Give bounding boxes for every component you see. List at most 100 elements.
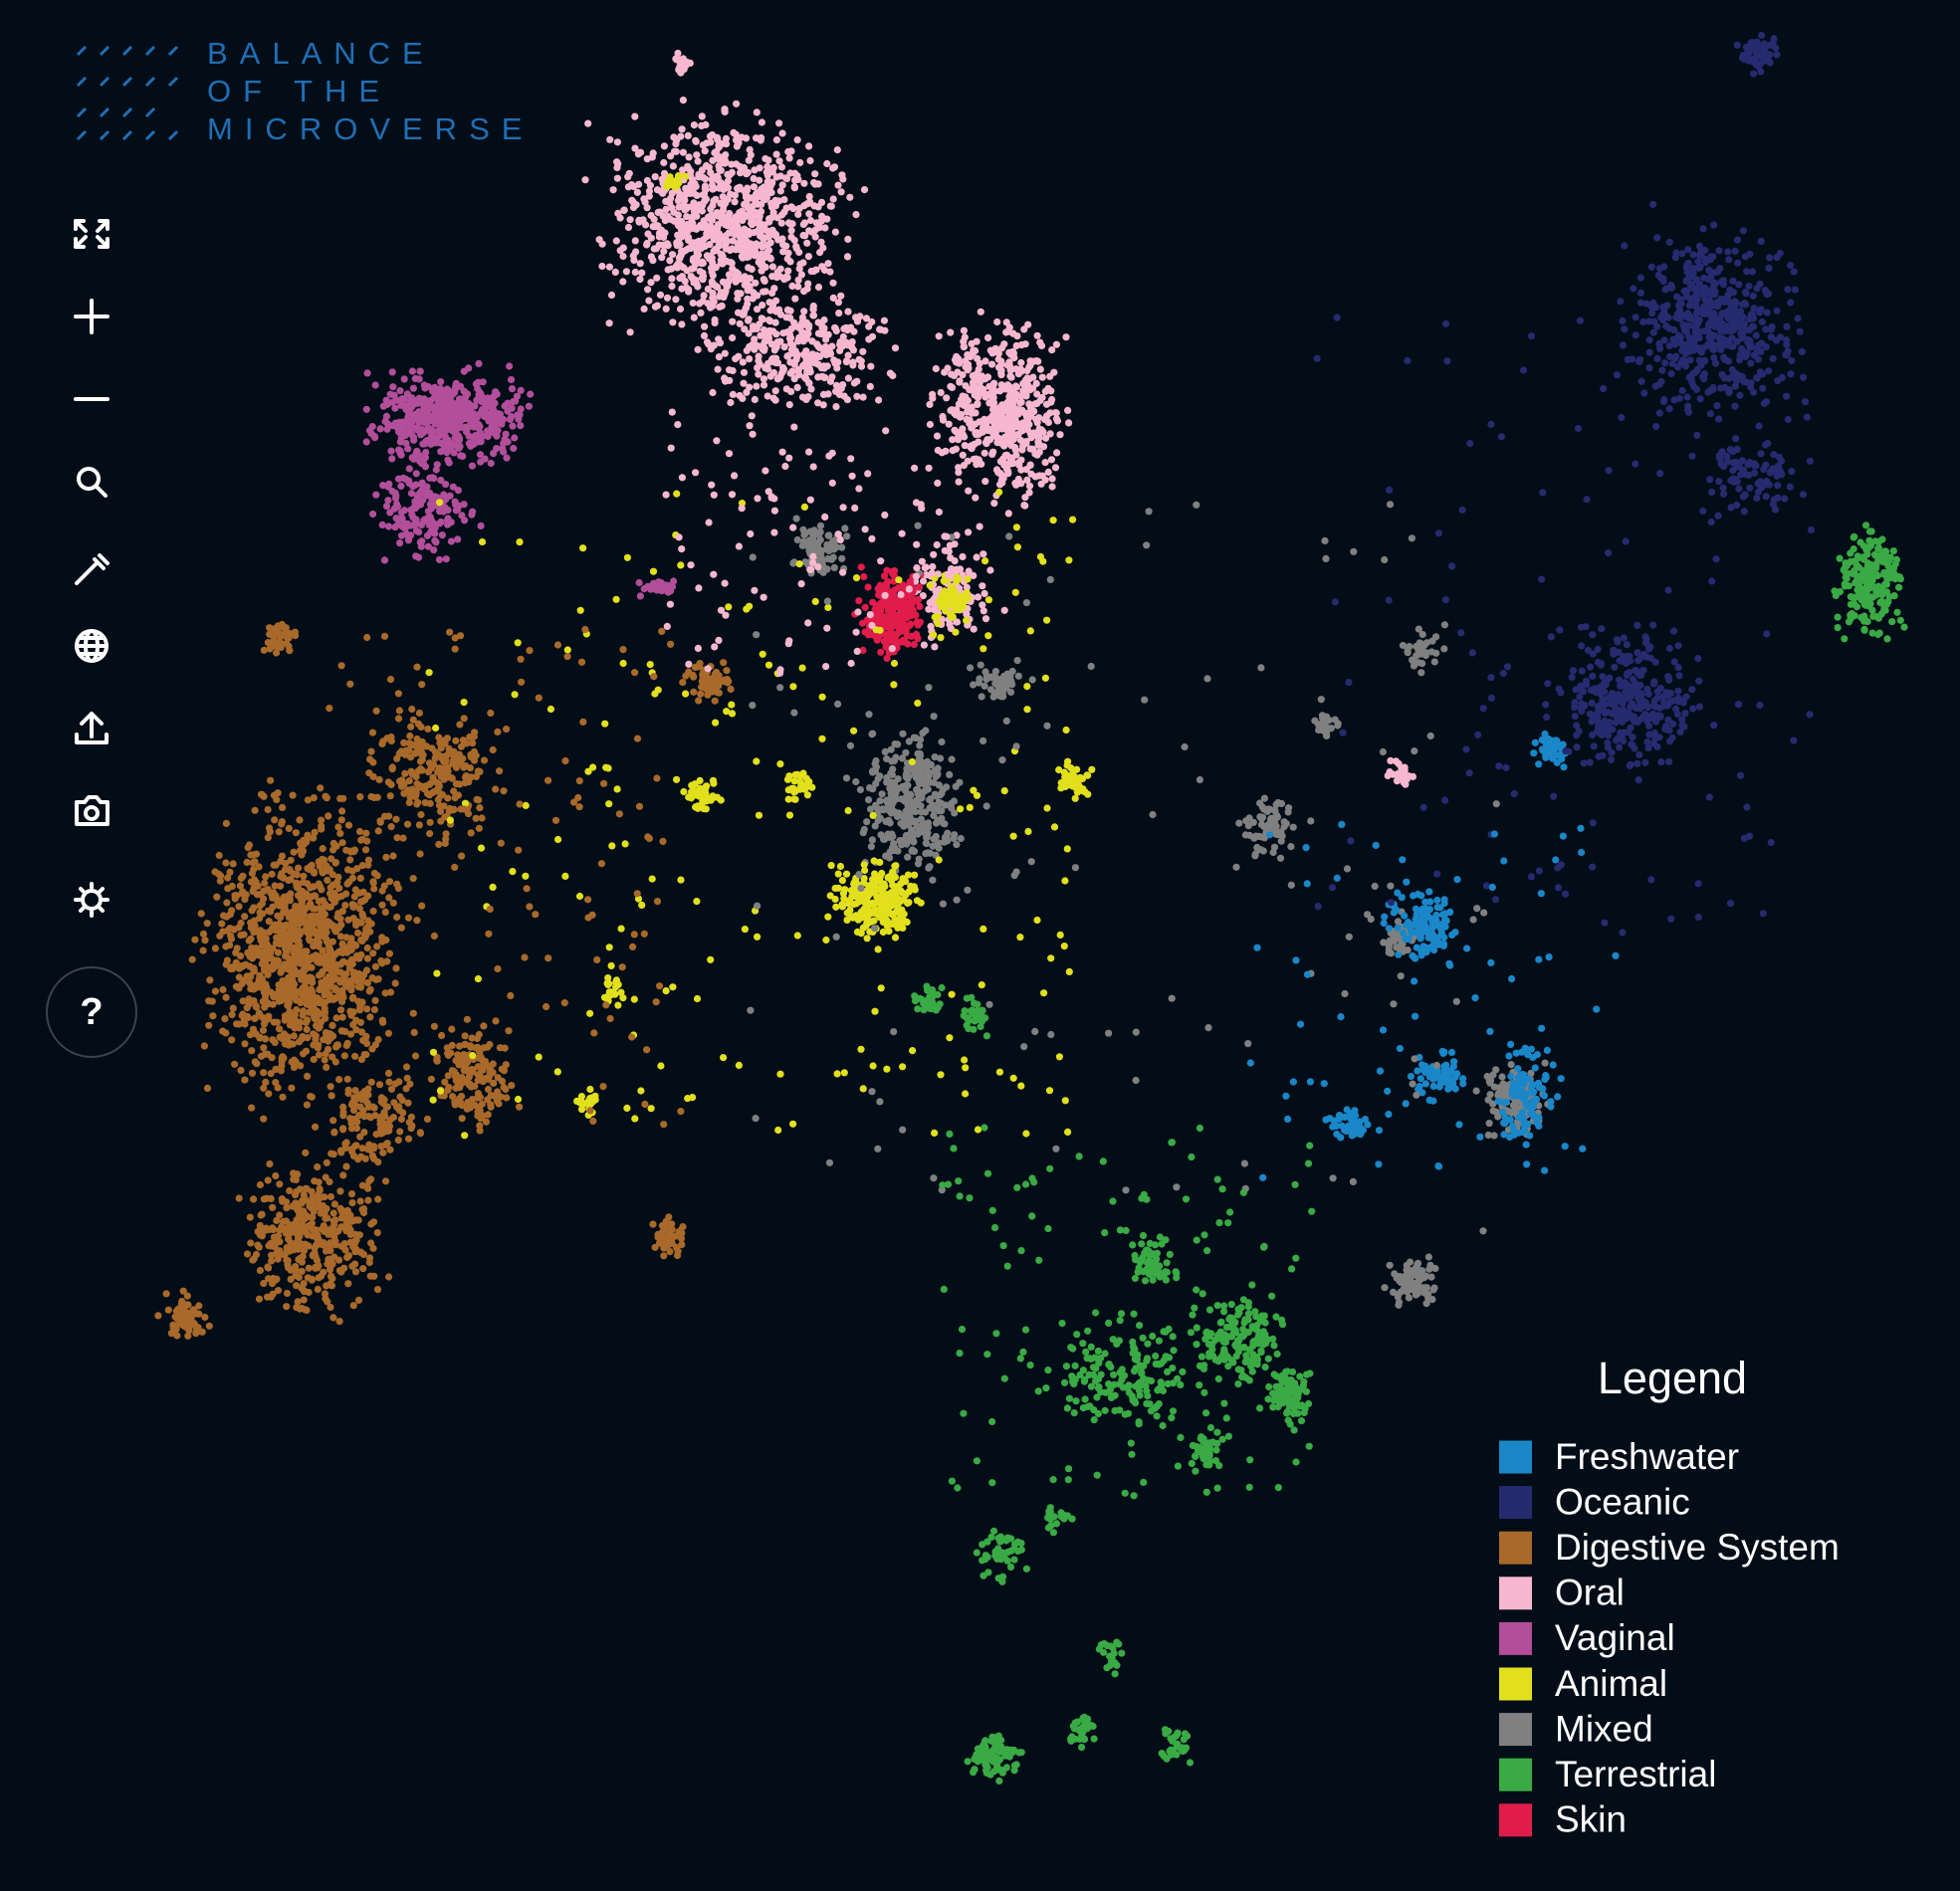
- data-point: [307, 893, 315, 901]
- data-point: [480, 756, 489, 764]
- data-point: [735, 309, 743, 316]
- data-point: [200, 1042, 208, 1050]
- data-point: [932, 587, 940, 595]
- data-point: [787, 369, 795, 377]
- data-point: [413, 426, 421, 434]
- data-point: [475, 824, 483, 832]
- data-point: [469, 739, 477, 747]
- data-point: [678, 248, 686, 256]
- data-point: [772, 136, 781, 144]
- data-point: [475, 359, 483, 367]
- data-point: [346, 940, 354, 947]
- data-point: [799, 231, 807, 240]
- data-point: [292, 1272, 300, 1280]
- data-point: [823, 215, 831, 223]
- data-point: [957, 834, 965, 843]
- data-point: [780, 343, 788, 351]
- data-point: [336, 1147, 344, 1155]
- data-point: [335, 1318, 343, 1326]
- data-point: [274, 1084, 282, 1092]
- data-point: [179, 1287, 187, 1295]
- data-point: [819, 244, 827, 252]
- data-point: [786, 169, 794, 177]
- data-point: [644, 286, 652, 294]
- data-point: [379, 482, 387, 490]
- data-point: [315, 1274, 323, 1282]
- data-point: [810, 202, 818, 210]
- data-point: [649, 1220, 657, 1228]
- data-point: [426, 438, 434, 446]
- data-point: [292, 1222, 300, 1230]
- data-point: [698, 677, 706, 686]
- data-point: [409, 716, 417, 724]
- data-point: [289, 919, 297, 927]
- data-point: [260, 646, 268, 654]
- data-point: [616, 214, 624, 222]
- data-point: [758, 241, 765, 249]
- data-point: [811, 233, 819, 241]
- data-point: [616, 247, 624, 255]
- data-point: [358, 1205, 366, 1213]
- data-point: [369, 907, 377, 916]
- data-point: [474, 1094, 482, 1102]
- data-point: [699, 141, 707, 149]
- data-point: [261, 1003, 269, 1011]
- data-point: [297, 907, 305, 915]
- data-point: [323, 1204, 330, 1212]
- data-point: [764, 333, 773, 342]
- data-point: [692, 136, 700, 144]
- data-point: [305, 1264, 313, 1272]
- data-point: [919, 730, 927, 737]
- data-point: [843, 396, 852, 404]
- data-point: [216, 877, 224, 885]
- data-point: [856, 313, 864, 320]
- data-point: [898, 841, 906, 849]
- data-point: [332, 1043, 340, 1051]
- data-point: [437, 791, 445, 800]
- data-point: [794, 276, 802, 284]
- data-point: [979, 601, 986, 609]
- data-point: [409, 384, 417, 392]
- data-point: [690, 673, 698, 681]
- data-point: [421, 463, 430, 471]
- data-point: [222, 819, 230, 828]
- data-point: [280, 874, 288, 882]
- data-point: [327, 1034, 334, 1042]
- data-point: [364, 1103, 373, 1111]
- data-point: [852, 777, 860, 786]
- data-point: [635, 578, 643, 587]
- data-point: [249, 1025, 258, 1033]
- data-point: [448, 1067, 456, 1075]
- data-point: [503, 454, 511, 462]
- data-point: [700, 236, 708, 244]
- data-point: [638, 269, 646, 277]
- data-point: [729, 333, 737, 342]
- data-point: [748, 412, 756, 420]
- data-point: [1048, 346, 1056, 354]
- data-point: [299, 1007, 308, 1015]
- data-point: [173, 1332, 181, 1340]
- data-point: [398, 523, 406, 530]
- data-point: [351, 1268, 360, 1276]
- data-point: [785, 401, 793, 409]
- data-point: [1035, 414, 1043, 422]
- data-point: [307, 915, 315, 924]
- data-point: [363, 944, 371, 952]
- data-point: [802, 318, 810, 326]
- data-point: [418, 479, 426, 487]
- data-point: [777, 219, 785, 227]
- data-point: [471, 729, 479, 736]
- data-point: [331, 1216, 339, 1224]
- data-point: [1006, 433, 1014, 442]
- data-point: [284, 1002, 292, 1010]
- data-point: [298, 1258, 306, 1266]
- data-point: [758, 267, 765, 275]
- data-point: [1052, 409, 1060, 417]
- data-point: [223, 899, 231, 907]
- data-point: [827, 202, 835, 210]
- scatter-plot[interactable]: [154, 31, 1908, 1785]
- data-point: [396, 387, 404, 395]
- data-point: [232, 982, 240, 990]
- data-point: [308, 1275, 316, 1283]
- data-point: [277, 996, 285, 1005]
